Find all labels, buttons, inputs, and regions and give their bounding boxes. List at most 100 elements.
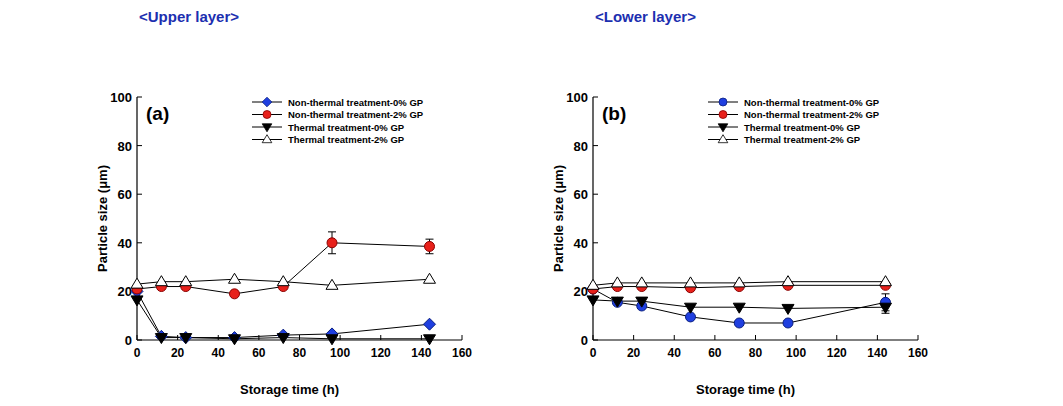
x-tick xyxy=(674,335,675,340)
x-tick xyxy=(796,335,797,340)
data-point xyxy=(180,334,192,344)
x-tick xyxy=(714,335,715,340)
y-tick xyxy=(137,340,142,341)
x-tick-label: 120 xyxy=(827,346,847,360)
legend-marker xyxy=(262,135,272,143)
data-point xyxy=(636,277,648,287)
x-tick xyxy=(633,335,634,340)
x-tick-label: 120 xyxy=(371,346,391,360)
panel-title: <Lower layer> xyxy=(595,8,696,25)
panel-title: <Upper layer> xyxy=(139,8,239,25)
x-tick-label: 40 xyxy=(212,346,226,360)
data-point xyxy=(587,296,599,306)
x-axis-label: Storage time (h) xyxy=(240,382,339,397)
x-tick-label: 60 xyxy=(708,346,722,360)
legend-label: Non-thermal treatment-2% GP xyxy=(744,109,880,120)
panel-label: (a) xyxy=(146,103,169,124)
data-point xyxy=(733,277,745,287)
legend-label: Non-thermal treatment-2% GP xyxy=(288,109,424,120)
data-point xyxy=(229,273,241,283)
y-tick-label: 80 xyxy=(118,139,132,154)
y-tick-label: 20 xyxy=(574,284,588,299)
y-tick-label: 60 xyxy=(118,187,132,202)
figure: <Upper layer> (a) 0 20 40 60 80 100 0 20 40 60 80 100… xyxy=(0,0,1063,406)
data-point xyxy=(611,297,623,307)
y-axis-label: Particle size (μm) xyxy=(95,165,110,272)
x-tick xyxy=(258,335,259,340)
x-tick xyxy=(918,335,919,340)
legend-label: Thermal treatment-2% GP xyxy=(288,134,405,145)
x-tick-label: 0 xyxy=(134,346,141,360)
data-point xyxy=(180,276,192,286)
y-tick-label: 100 xyxy=(566,90,588,105)
y-tick-label: 100 xyxy=(110,90,132,105)
data-point xyxy=(612,297,622,307)
legend-marker xyxy=(719,98,727,106)
data-point xyxy=(326,335,338,345)
data-point xyxy=(782,276,794,286)
series-line xyxy=(137,243,430,294)
data-point xyxy=(733,303,745,313)
x-tick xyxy=(462,335,463,340)
y-tick-label: 0 xyxy=(581,333,588,348)
x-tick xyxy=(137,335,138,340)
data-point xyxy=(734,318,744,328)
legend-marker xyxy=(719,111,727,119)
y-tick xyxy=(593,340,598,341)
data-point xyxy=(880,276,892,286)
x-tick-label: 100 xyxy=(786,346,806,360)
data-point xyxy=(685,303,697,313)
error-bar xyxy=(328,232,336,254)
legend-label: Thermal treatment-2% GP xyxy=(744,134,861,145)
x-tick-label: 80 xyxy=(749,346,763,360)
data-point xyxy=(880,303,892,313)
y-tick xyxy=(137,97,142,98)
legend-marker xyxy=(718,135,728,143)
data-point xyxy=(180,332,192,344)
x-axis-label: Storage time (h) xyxy=(696,382,795,397)
x-tick-label: 0 xyxy=(590,346,597,360)
panel: <Lower layer>(b)020406080100020406080100… xyxy=(551,8,928,397)
data-point xyxy=(155,276,167,286)
y-tick-label: 40 xyxy=(118,236,132,251)
data-point xyxy=(782,304,794,314)
panel: <Upper layer>(a)020406080100020406080100… xyxy=(95,8,472,397)
data-point xyxy=(229,335,241,345)
data-point xyxy=(131,278,143,288)
x-tick xyxy=(836,335,837,340)
data-point xyxy=(326,279,338,289)
legend-marker xyxy=(262,124,272,132)
data-point xyxy=(685,277,697,287)
data-point xyxy=(155,334,167,344)
data-point xyxy=(277,334,289,344)
x-tick-label: 140 xyxy=(411,346,431,360)
y-tick xyxy=(137,145,142,146)
y-tick xyxy=(593,242,598,243)
error-bar xyxy=(426,239,434,254)
y-tick xyxy=(137,242,142,243)
data-point xyxy=(636,297,648,307)
x-tick xyxy=(755,335,756,340)
legend-label: Thermal treatment-0% GP xyxy=(288,122,405,133)
y-tick-label: 20 xyxy=(118,284,132,299)
x-tick-label: 100 xyxy=(330,346,350,360)
legend-marker xyxy=(263,111,271,119)
panel-label: (b) xyxy=(602,103,626,124)
x-tick-label: 160 xyxy=(908,346,928,360)
x-tick xyxy=(877,335,878,340)
data-point xyxy=(611,277,623,287)
x-tick-label: 20 xyxy=(171,346,185,360)
data-point xyxy=(327,238,337,248)
x-tick-label: 140 xyxy=(867,346,887,360)
y-tick-label: 80 xyxy=(574,139,588,154)
data-point xyxy=(424,273,436,283)
legend: Non-thermal treatment-0% GPNon-thermal t… xyxy=(252,97,424,146)
legend-label: Thermal treatment-0% GP xyxy=(744,122,861,133)
y-tick xyxy=(593,145,598,146)
x-tick-label: 20 xyxy=(627,346,641,360)
legend-marker xyxy=(718,124,728,132)
legend-marker xyxy=(262,97,272,107)
y-tick xyxy=(137,194,142,195)
x-tick-label: 40 xyxy=(668,346,682,360)
data-point xyxy=(425,241,435,251)
